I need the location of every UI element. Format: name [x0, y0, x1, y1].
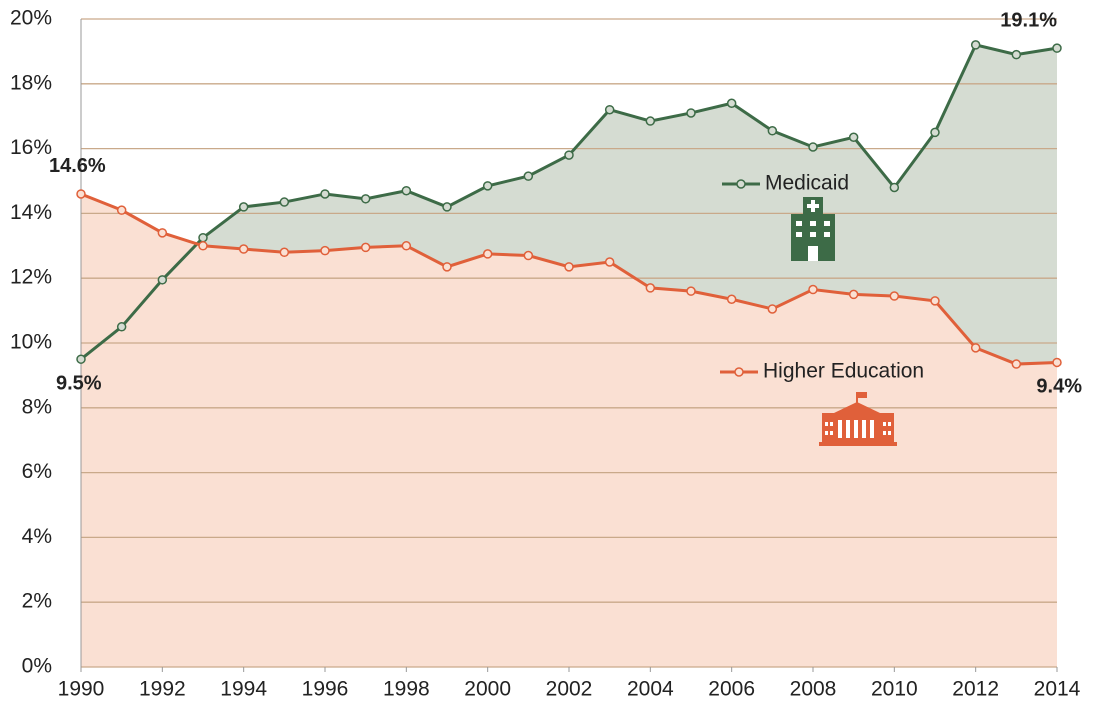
- point: [726, 98, 737, 108]
- point: [889, 182, 900, 193]
- point: [848, 289, 859, 300]
- point: [645, 283, 656, 293]
- areas: [81, 44, 1057, 668]
- point: [848, 132, 859, 143]
- point: [238, 202, 249, 212]
- point: [970, 343, 981, 353]
- point: [726, 294, 737, 305]
- y-tick-label: 2%: [22, 590, 52, 613]
- value-label: 14.6%: [49, 155, 106, 177]
- point: [767, 304, 778, 314]
- point: [76, 354, 86, 364]
- point: [1011, 49, 1022, 60]
- x-tick-label: 1992: [139, 678, 186, 701]
- point: [482, 181, 493, 191]
- y-tick-label: 0%: [22, 655, 52, 678]
- x-tick-label: 2004: [627, 678, 674, 701]
- point: [279, 247, 290, 258]
- y-tick-label: 12%: [10, 266, 52, 289]
- value-label: 9.4%: [1036, 376, 1082, 398]
- point: [564, 262, 574, 272]
- point: [808, 142, 818, 152]
- hospital-icon: [791, 197, 835, 261]
- point: [238, 244, 249, 254]
- point: [116, 322, 127, 332]
- value-label: 19.1%: [1000, 9, 1057, 31]
- legend-label: Medicaid: [765, 172, 849, 195]
- point: [686, 286, 696, 296]
- point: [1011, 359, 1022, 369]
- point: [645, 116, 656, 126]
- y-tick-label: 18%: [10, 71, 52, 94]
- y-tick-label: 4%: [22, 525, 52, 548]
- x-tick-label: 1998: [383, 678, 430, 701]
- point: [523, 250, 534, 261]
- x-tick-label: 2008: [790, 678, 837, 701]
- x-tick-label: 2006: [708, 678, 755, 701]
- point: [401, 185, 412, 196]
- x-tick-label: 2000: [464, 678, 511, 701]
- area: [81, 193, 1057, 667]
- point: [157, 228, 168, 238]
- point: [930, 296, 940, 306]
- y-tick-label: 10%: [10, 331, 52, 354]
- point: [889, 291, 900, 301]
- legend-marker: [736, 179, 746, 189]
- point: [442, 262, 452, 272]
- legend-label: Higher Education: [763, 360, 924, 383]
- point: [320, 245, 330, 256]
- point: [523, 171, 534, 181]
- point: [198, 241, 208, 251]
- x-tick-label: 2002: [546, 678, 593, 701]
- point: [360, 194, 371, 204]
- y-tick-label: 8%: [22, 395, 52, 418]
- x-tick-label: 2012: [952, 678, 999, 701]
- y-tick-label: 16%: [10, 136, 52, 159]
- point: [401, 241, 412, 251]
- point: [767, 126, 778, 136]
- point: [930, 127, 940, 138]
- point: [482, 249, 493, 259]
- value-label: 9.5%: [56, 372, 102, 394]
- x-tick-label: 1994: [220, 678, 267, 701]
- point: [360, 242, 371, 253]
- point: [442, 202, 452, 212]
- point: [564, 150, 574, 160]
- x-tick-label: 2010: [871, 678, 918, 701]
- point: [808, 284, 818, 295]
- point: [157, 275, 168, 285]
- point: [604, 104, 615, 115]
- point: [1052, 43, 1062, 53]
- point: [198, 232, 208, 243]
- point: [76, 189, 86, 199]
- x-tick-label: 1996: [302, 678, 349, 701]
- legend-marker: [734, 367, 744, 377]
- point: [686, 108, 696, 118]
- point: [970, 40, 981, 50]
- grid: [80, 18, 1058, 672]
- x-tick-label: 1990: [58, 678, 105, 701]
- university-icon: [819, 392, 897, 446]
- y-tick-label: 14%: [10, 201, 52, 224]
- point: [1052, 357, 1062, 368]
- point: [604, 257, 615, 267]
- lines: [76, 40, 1062, 369]
- point: [116, 205, 127, 215]
- y-tick-label: 6%: [22, 460, 52, 483]
- y-tick-label: 20%: [10, 7, 52, 30]
- point: [320, 189, 330, 199]
- point: [279, 197, 290, 207]
- x-tick-label: 2014: [1034, 678, 1081, 701]
